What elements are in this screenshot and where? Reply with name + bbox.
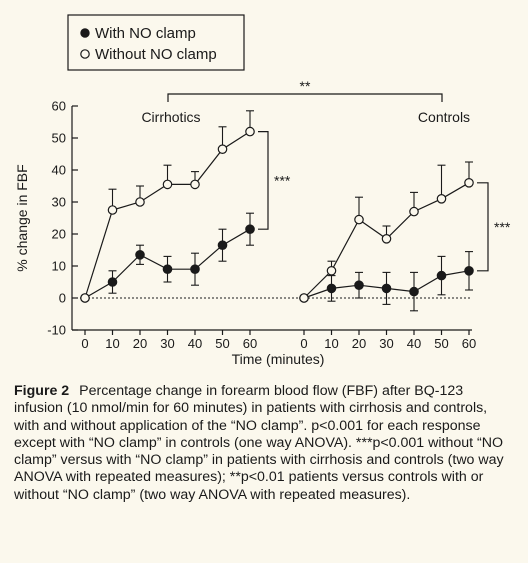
point-with-clamp bbox=[326, 283, 337, 294]
x-tick-label: 40 bbox=[407, 336, 421, 351]
point-without-clamp bbox=[436, 194, 447, 204]
bracket-line bbox=[167, 93, 443, 102]
x-ticks: 0 10 20 30 40 50 60 0 10 20 30 40 50 60 bbox=[81, 330, 476, 351]
significance-label: *** bbox=[494, 219, 511, 235]
y-tick-label: 20 bbox=[52, 227, 66, 242]
point-without-clamp bbox=[162, 179, 173, 190]
between-panels-bracket: ** bbox=[167, 78, 443, 102]
significance-bracket bbox=[477, 182, 489, 272]
x-tick-label: 30 bbox=[379, 336, 393, 351]
y-ticks: -10 0 10 20 30 40 50 60 bbox=[47, 99, 78, 338]
y-tick-label: 40 bbox=[52, 163, 66, 178]
point-with-clamp bbox=[464, 265, 474, 276]
figure-caption: Figure 2 Percentage change in forearm bl… bbox=[14, 383, 514, 504]
y-axis-label: % change in FBF bbox=[14, 164, 30, 271]
panel-cirrhotics: Cirrhotics *** bbox=[80, 109, 291, 303]
legend-marker-open bbox=[80, 49, 90, 59]
y-tick-label: 50 bbox=[52, 131, 66, 146]
point-with-clamp bbox=[217, 240, 228, 250]
point-with-clamp bbox=[162, 264, 173, 274]
point-without-clamp bbox=[381, 234, 392, 244]
x-tick-label: 20 bbox=[133, 336, 147, 351]
between-panels-significance: ** bbox=[300, 78, 311, 94]
x-tick-label: 60 bbox=[462, 336, 476, 351]
x-tick-label: 0 bbox=[300, 336, 307, 351]
x-tick-label: 10 bbox=[324, 336, 338, 351]
y-tick-label: 60 bbox=[52, 99, 66, 114]
point-without-clamp bbox=[217, 144, 228, 154]
point-without-clamp bbox=[299, 293, 309, 303]
x-tick-label: 50 bbox=[215, 336, 229, 351]
x-tick-label: 60 bbox=[243, 336, 257, 351]
y-tick-label: 30 bbox=[52, 195, 66, 210]
point-with-clamp bbox=[190, 264, 200, 274]
point-without-clamp bbox=[409, 206, 419, 217]
point-without-clamp bbox=[190, 179, 200, 190]
point-without-clamp bbox=[135, 197, 145, 207]
point-with-clamp bbox=[135, 250, 145, 260]
plot-area: Cirrhotics *** Controls *** bbox=[80, 109, 511, 312]
panel-label: Controls bbox=[418, 109, 470, 125]
legend-label-with-clamp: With NO clamp bbox=[95, 25, 196, 42]
caption-text: Percentage change in forearm blood flow … bbox=[14, 383, 504, 503]
point-with-clamp bbox=[409, 286, 419, 297]
point-with-clamp bbox=[354, 280, 364, 290]
point-with-clamp bbox=[381, 283, 392, 294]
significance-bracket bbox=[258, 131, 269, 230]
legend-box bbox=[67, 14, 245, 71]
x-tick-label: 50 bbox=[434, 336, 448, 351]
point-without-clamp bbox=[107, 205, 118, 215]
legend-marker-filled bbox=[80, 28, 90, 38]
x-tick-label: 10 bbox=[105, 336, 119, 351]
legend: With NO clamp Without NO clamp bbox=[67, 14, 245, 71]
x-axis: 0 10 20 30 40 50 60 0 10 20 30 40 50 60 Time (minutes… bbox=[72, 329, 476, 367]
point-without-clamp bbox=[80, 293, 90, 303]
point-without-clamp bbox=[326, 265, 337, 276]
panel-controls: Controls *** bbox=[299, 109, 511, 312]
legend-label-without-clamp: Without NO clamp bbox=[95, 46, 217, 63]
significance-label: *** bbox=[274, 172, 291, 188]
x-axis-label: Time (minutes) bbox=[232, 351, 325, 367]
x-tick-label: 0 bbox=[81, 336, 88, 351]
point-without-clamp bbox=[245, 126, 255, 137]
point-without-clamp bbox=[464, 178, 474, 188]
x-tick-label: 30 bbox=[160, 336, 174, 351]
chart: With NO clamp Without NO clamp -10 0 10 20 3… bbox=[14, 14, 511, 367]
y-tick-label: 10 bbox=[52, 259, 66, 274]
figure-label: Figure 2 bbox=[14, 383, 70, 399]
panel-label: Cirrhotics bbox=[141, 109, 200, 125]
point-without-clamp bbox=[354, 214, 364, 225]
point-with-clamp bbox=[245, 224, 255, 234]
y-tick-label: 0 bbox=[59, 291, 66, 306]
y-axis: -10 0 10 20 30 40 50 60 % change in FBF bbox=[14, 99, 78, 338]
x-tick-label: 40 bbox=[188, 336, 202, 351]
point-with-clamp bbox=[436, 270, 447, 281]
point-with-clamp bbox=[107, 277, 118, 287]
y-tick-label: -10 bbox=[47, 323, 66, 338]
x-tick-label: 20 bbox=[352, 336, 366, 351]
